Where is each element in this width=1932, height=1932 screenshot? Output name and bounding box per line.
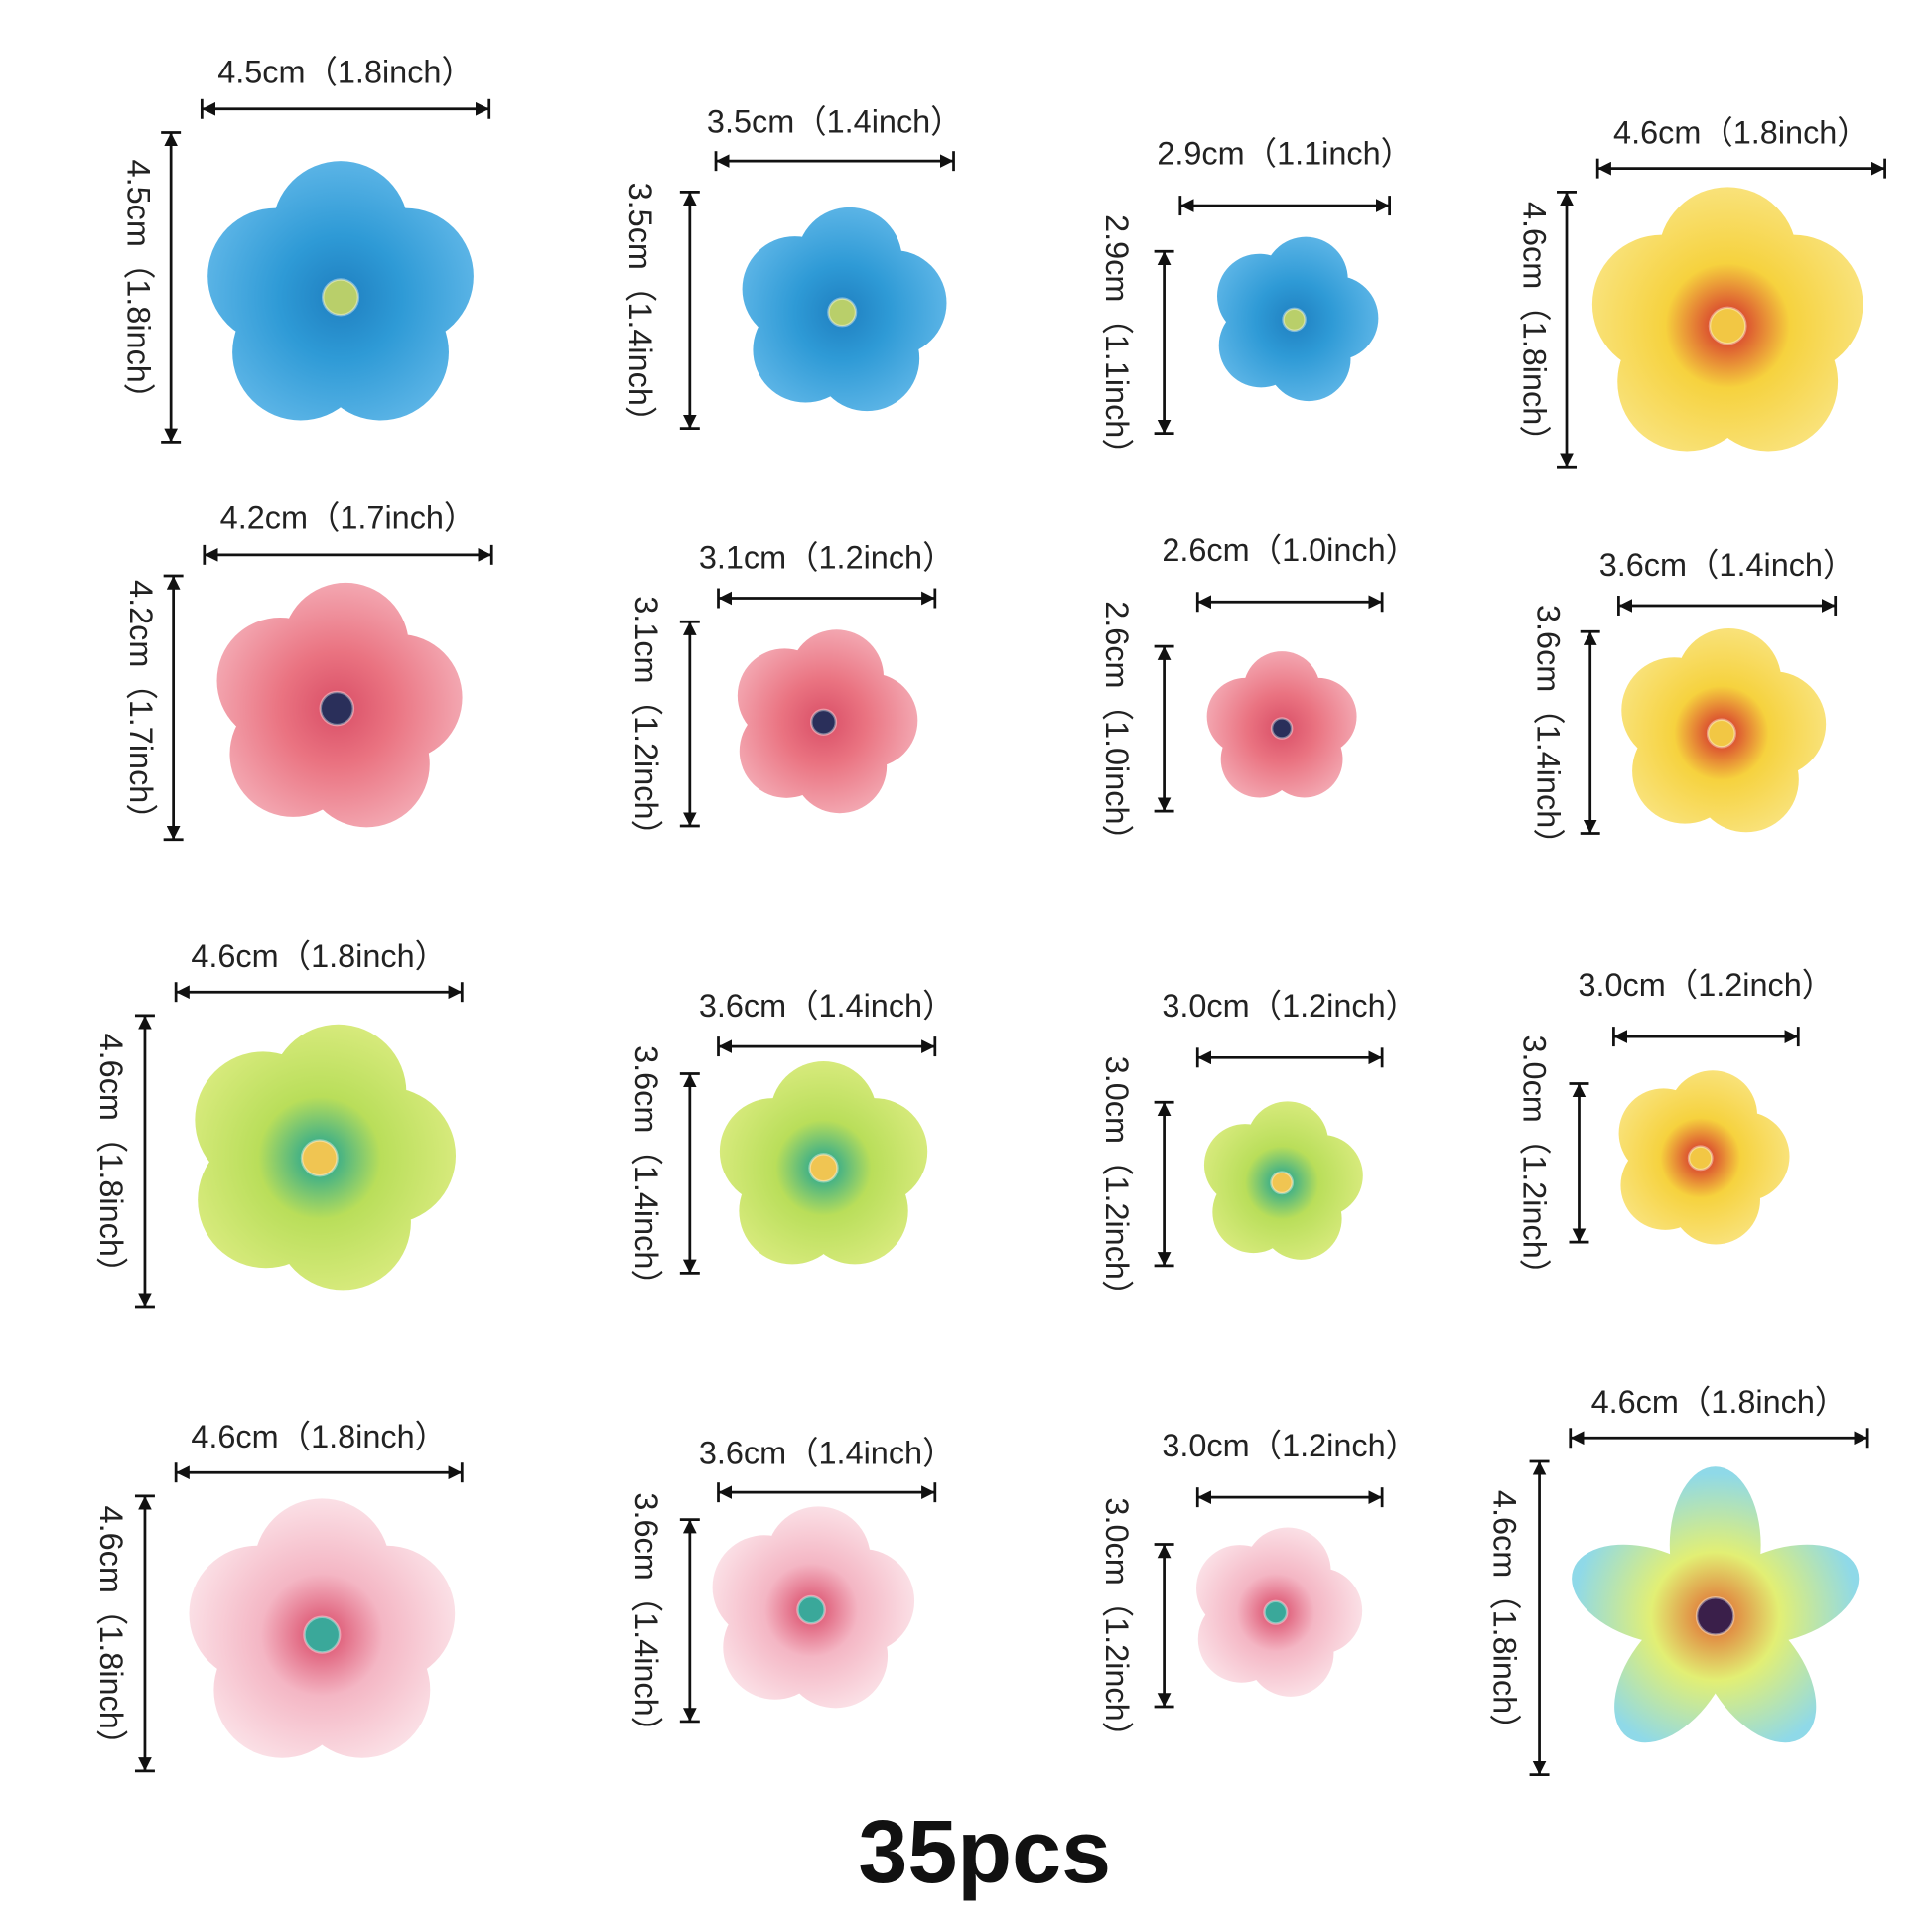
flower-center (796, 1594, 826, 1625)
flower-center (303, 1615, 342, 1654)
height-label: 3.0cm（1.2inch） (1099, 1056, 1135, 1312)
petal (712, 1535, 817, 1640)
flower-item: 4.5cm（1.8inch） 4.5cm（1.8inch） (121, 54, 491, 444)
quantity: 35pcs (858, 1803, 1111, 1902)
width-label: 3.5cm（1.4inch） (707, 103, 963, 139)
height-label: 3.6cm（1.4inch） (1530, 605, 1566, 861)
flower-center (1706, 718, 1736, 749)
flower-item: 4.2cm（1.7inch） 4.2cm（1.7inch） (123, 499, 493, 842)
height-label: 4.5cm（1.8inch） (121, 160, 157, 416)
height-label: 3.0cm（1.2inch） (1517, 1035, 1553, 1291)
petal (737, 648, 832, 744)
flower-item: 3.6cm（1.4inch） 3.6cm（1.4inch） (628, 988, 954, 1302)
flower-item: 2.9cm（1.1inch） 2.9cm（1.1inch） (1099, 136, 1413, 471)
width-label: 3.6cm（1.4inch） (699, 1435, 955, 1470)
flower-item: 4.6cm（1.8inch） 4.6cm（1.8inch） (93, 1419, 464, 1773)
flower-item: 3.5cm（1.4inch） 3.5cm（1.4inch） (622, 103, 963, 438)
flower-item: 4.6cm（1.8inch） 4.6cm（1.8inch） (1487, 1384, 1869, 1776)
flower-center (809, 708, 838, 736)
width-label: 4.6cm（1.8inch） (191, 938, 447, 974)
flower-center (1270, 1171, 1295, 1195)
flower-center (808, 1153, 839, 1183)
height-label: 3.1cm（1.2inch） (628, 596, 664, 852)
flower-center (1282, 307, 1307, 333)
flower-center (1695, 1596, 1735, 1636)
flower-center (1263, 1599, 1289, 1625)
width-label: 3.6cm（1.4inch） (699, 988, 955, 1024)
width-label: 4.6cm（1.8inch） (1591, 1384, 1848, 1420)
width-label: 4.6cm（1.8inch） (1613, 115, 1869, 151)
flower-center (300, 1139, 339, 1177)
height-label: 2.9cm（1.1inch） (1099, 214, 1135, 471)
petal (1572, 1544, 1724, 1644)
petal (1196, 1545, 1284, 1632)
petal (1618, 1088, 1709, 1178)
flower-item: 3.0cm（1.2inch） 3.0cm（1.2inch） (1099, 988, 1418, 1311)
flower-center (1687, 1145, 1714, 1172)
flower-item: 2.6cm（1.0inch） 2.6cm（1.0inch） (1099, 532, 1418, 857)
height-label: 2.6cm（1.0inch） (1099, 601, 1135, 857)
flower-center (321, 278, 360, 317)
height-label: 4.6cm（1.8inch） (93, 1506, 129, 1762)
flower-item: 4.6cm（1.8inch） 4.6cm（1.8inch） (1517, 115, 1886, 469)
petal (189, 1545, 326, 1683)
flower-center (1270, 717, 1294, 740)
petal (195, 1051, 332, 1188)
petal (216, 618, 344, 745)
petal (1203, 1124, 1287, 1206)
flower-item: 3.1cm（1.2inch） 3.1cm（1.2inch） (628, 539, 954, 852)
flower-item: 3.6cm（1.4inch） 3.6cm（1.4inch） (1530, 547, 1855, 861)
petal (1621, 657, 1727, 763)
petal (1206, 677, 1284, 756)
height-label: 3.0cm（1.2inch） (1099, 1497, 1135, 1753)
width-label: 4.6cm（1.8inch） (191, 1419, 447, 1454)
flower-center (1708, 306, 1747, 345)
height-label: 3.6cm（1.4inch） (628, 1045, 664, 1302)
flower-item: 3.0cm（1.2inch） 3.0cm（1.2inch） (1099, 1428, 1418, 1753)
width-label: 3.6cm（1.4inch） (1599, 547, 1856, 583)
petal (1216, 253, 1302, 339)
height-label: 3.6cm（1.4inch） (628, 1492, 664, 1748)
width-label: 4.2cm（1.7inch） (220, 499, 477, 535)
flower-center (319, 690, 355, 727)
flower-item: 3.0cm（1.2inch） 3.0cm（1.2inch） (1517, 967, 1835, 1291)
width-label: 2.6cm（1.0inch） (1162, 532, 1418, 568)
height-label: 4.6cm（1.8inch） (93, 1034, 129, 1290)
width-label: 3.1cm（1.2inch） (699, 539, 955, 575)
height-label: 4.6cm（1.8inch） (1487, 1490, 1523, 1746)
height-label: 3.5cm（1.4inch） (622, 183, 658, 439)
height-label: 4.6cm（1.8inch） (1517, 202, 1553, 458)
width-label: 3.0cm（1.2inch） (1162, 988, 1418, 1024)
width-label: 3.0cm（1.2inch） (1578, 967, 1834, 1003)
flower-center (827, 297, 858, 328)
petal (1591, 234, 1731, 374)
width-label: 2.9cm（1.1inch） (1157, 136, 1413, 172)
width-label: 3.0cm（1.2inch） (1162, 1428, 1418, 1463)
petal (719, 1098, 827, 1205)
flower-item: 3.6cm（1.4inch） 3.6cm（1.4inch） (628, 1435, 954, 1748)
flower-item: 4.6cm（1.8inch） 4.6cm（1.8inch） (93, 938, 464, 1309)
petal (742, 236, 848, 343)
width-label: 4.5cm（1.8inch） (217, 54, 474, 89)
height-label: 4.2cm（1.7inch） (123, 580, 159, 836)
petal (207, 207, 345, 345)
